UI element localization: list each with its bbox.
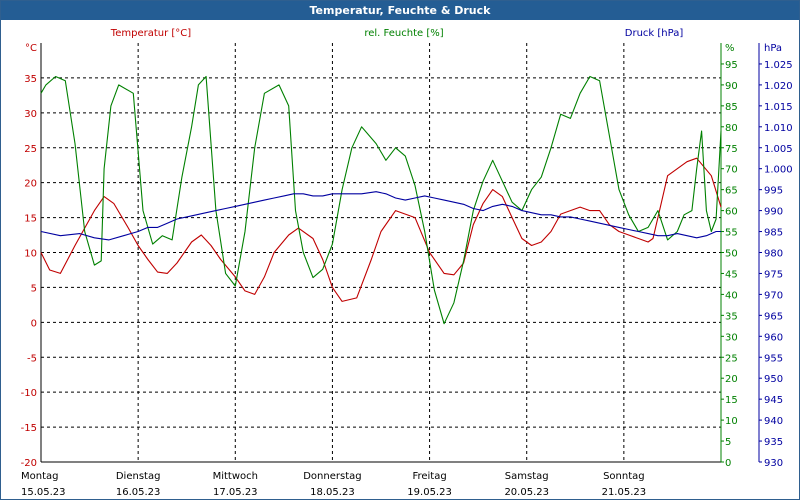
grid xyxy=(41,43,721,462)
temperature-tick-label: 15 xyxy=(24,214,37,225)
temperature-line xyxy=(40,157,722,302)
pressure-tick-label: 985 xyxy=(764,228,783,239)
x-tick-date-label: 18.05.23 xyxy=(310,487,355,498)
humidity-tick-label: 85 xyxy=(725,102,738,113)
humidity-tick-label: 30 xyxy=(725,332,738,343)
humidity-tick-label: 35 xyxy=(725,311,738,322)
temperature-tick-label: 30 xyxy=(24,109,37,120)
humidity-tick-label: 40 xyxy=(725,290,738,301)
pressure-tick-label: 950 xyxy=(764,374,783,385)
pressure-tick-label: 995 xyxy=(764,186,783,197)
x-tick-date-label: 16.05.23 xyxy=(116,487,161,498)
pressure-tick-label: 990 xyxy=(764,207,783,218)
pressure-tick-label: 980 xyxy=(764,249,783,260)
humidity-tick-label: 20 xyxy=(725,374,738,385)
humidity-tick-label: 25 xyxy=(725,353,738,364)
pressure-tick-label: 1.005 xyxy=(764,144,793,155)
axes xyxy=(40,43,762,463)
series-group xyxy=(40,75,722,325)
x-tick-date-label: 17.05.23 xyxy=(213,487,258,498)
x-tick-day-label: Donnerstag xyxy=(303,471,361,482)
humidity-axis-title: rel. Feuchte [%] xyxy=(364,28,443,39)
temperature-tick-label: 10 xyxy=(24,249,37,260)
pressure-tick-label: 930 xyxy=(764,458,783,469)
humidity-tick-label: 80 xyxy=(725,123,738,134)
humidity-tick-label: 90 xyxy=(725,81,738,92)
temperature-tick-label: -5 xyxy=(27,353,37,364)
temperature-tick-label: -20 xyxy=(21,458,37,469)
humidity-tick-label: 70 xyxy=(725,165,738,176)
x-tick-day-label: Mittwoch xyxy=(213,471,258,482)
humidity-tick-label: 0 xyxy=(725,458,731,469)
humidity-tick-label: 75 xyxy=(725,144,738,155)
humidity-tick-label: 65 xyxy=(725,186,738,197)
temperature-axis-title: Temperatur [°C] xyxy=(110,28,191,39)
pressure-tick-label: 970 xyxy=(764,290,783,301)
pressure-tick-label: 1.015 xyxy=(764,102,793,113)
pressure-tick-label: 940 xyxy=(764,416,783,427)
pressure-tick-label: 1.020 xyxy=(764,81,793,92)
temperature-tick-label: 0 xyxy=(31,318,37,329)
pressure-tick-label: 1.010 xyxy=(764,123,793,134)
temperature-tick-label: 25 xyxy=(24,144,37,155)
x-tick-day-label: Freitag xyxy=(412,471,446,482)
pressure-line xyxy=(40,191,721,241)
pressure-tick-label: 965 xyxy=(764,311,783,322)
humidity-tick-label: 50 xyxy=(725,249,738,260)
humidity-tick-label: 10 xyxy=(725,416,738,427)
labels: -20 -15 -10 -5 0 5 10 15 20 25 30 35 °C 0 5 10 15 20 25 30 3… xyxy=(21,28,793,498)
x-tick-date-label: 19.05.23 xyxy=(407,487,452,498)
humidity-line xyxy=(40,75,722,325)
pressure-axis-title: Druck [hPa] xyxy=(625,28,684,39)
humidity-tick-label: 95 xyxy=(725,60,738,71)
pressure-tick-label: 960 xyxy=(764,332,783,343)
temperature-tick-label: -10 xyxy=(21,388,37,399)
pressure-unit-label: hPa xyxy=(764,43,782,54)
humidity-tick-label: 60 xyxy=(725,207,738,218)
x-tick-date-label: 20.05.23 xyxy=(504,487,549,498)
x-tick-day-label: Sonntag xyxy=(603,471,645,482)
pressure-tick-label: 1.000 xyxy=(764,165,793,176)
pressure-tick-label: 945 xyxy=(764,395,783,406)
pressure-tick-label: 955 xyxy=(764,353,783,364)
pressure-tick-label: 935 xyxy=(764,437,783,448)
temperature-unit-label: °C xyxy=(25,43,37,54)
temperature-tick-label: 35 xyxy=(24,74,37,85)
temperature-tick-label: -15 xyxy=(21,423,37,434)
humidity-unit-label: % xyxy=(725,43,735,54)
x-tick-date-label: 21.05.23 xyxy=(602,487,647,498)
humidity-tick-label: 55 xyxy=(725,228,738,239)
pressure-tick-label: 1.025 xyxy=(764,60,793,71)
pressure-tick-label: 975 xyxy=(764,269,783,280)
temperature-tick-label: 5 xyxy=(31,283,37,294)
humidity-tick-label: 5 xyxy=(725,437,731,448)
x-tick-day-label: Samstag xyxy=(505,471,549,482)
window-title: Temperatur, Feuchte & Druck xyxy=(1,1,799,20)
x-tick-day-label: Dienstag xyxy=(116,471,161,482)
temperature-tick-label: 20 xyxy=(24,179,37,190)
x-tick-day-label: Montag xyxy=(21,471,58,482)
x-tick-date-label: 15.05.23 xyxy=(21,487,66,498)
humidity-tick-label: 15 xyxy=(725,395,738,406)
humidity-tick-label: 45 xyxy=(725,269,738,280)
